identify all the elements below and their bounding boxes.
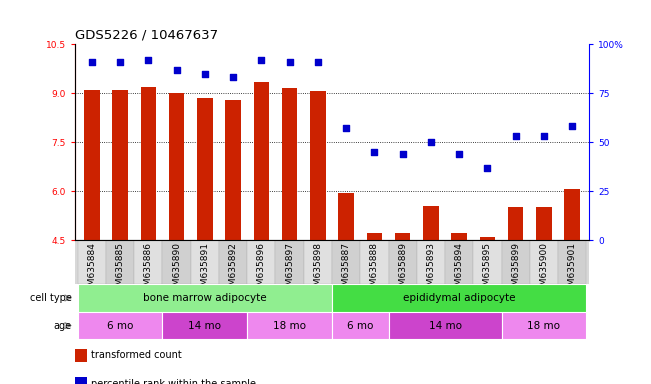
Text: age: age bbox=[53, 321, 72, 331]
Text: GSM635896: GSM635896 bbox=[257, 242, 266, 297]
Bar bbox=[417, 240, 445, 284]
Text: 18 mo: 18 mo bbox=[527, 321, 561, 331]
Point bbox=[143, 57, 154, 63]
Bar bbox=[389, 312, 501, 339]
Bar bbox=[134, 240, 163, 284]
Bar bbox=[163, 240, 191, 284]
Bar bbox=[389, 240, 417, 284]
Text: epididymal adipocyte: epididymal adipocyte bbox=[403, 293, 516, 303]
Point bbox=[312, 59, 323, 65]
Bar bbox=[339, 193, 354, 240]
Point bbox=[228, 74, 238, 81]
Bar bbox=[508, 207, 523, 240]
Bar bbox=[304, 240, 332, 284]
Text: GSM635894: GSM635894 bbox=[454, 242, 464, 297]
Text: GSM635898: GSM635898 bbox=[313, 242, 322, 297]
Bar bbox=[360, 240, 389, 284]
Point bbox=[200, 71, 210, 77]
Point bbox=[256, 57, 266, 63]
Point bbox=[284, 59, 295, 65]
Bar bbox=[530, 240, 558, 284]
Bar bbox=[77, 312, 163, 339]
Bar bbox=[501, 312, 587, 339]
Text: GSM635885: GSM635885 bbox=[116, 242, 124, 297]
Text: GSM635897: GSM635897 bbox=[285, 242, 294, 297]
Bar bbox=[451, 233, 467, 240]
Text: GSM635901: GSM635901 bbox=[568, 242, 577, 297]
Bar bbox=[197, 98, 213, 240]
Text: GSM635892: GSM635892 bbox=[229, 242, 238, 297]
Bar bbox=[332, 240, 360, 284]
Bar bbox=[113, 90, 128, 240]
Bar bbox=[141, 87, 156, 240]
Text: GSM635887: GSM635887 bbox=[342, 242, 351, 297]
Text: 14 mo: 14 mo bbox=[428, 321, 462, 331]
Text: GSM635886: GSM635886 bbox=[144, 242, 153, 297]
Bar bbox=[106, 240, 134, 284]
Point bbox=[115, 59, 125, 65]
Point bbox=[454, 151, 464, 157]
Point bbox=[87, 59, 97, 65]
Text: GSM635900: GSM635900 bbox=[540, 242, 548, 297]
Text: cell type: cell type bbox=[30, 293, 72, 303]
Bar bbox=[558, 240, 587, 284]
Bar bbox=[332, 284, 587, 312]
Text: transformed count: transformed count bbox=[91, 350, 182, 360]
Bar bbox=[254, 82, 269, 240]
Text: bone marrow adipocyte: bone marrow adipocyte bbox=[143, 293, 267, 303]
Bar bbox=[536, 207, 551, 240]
Point bbox=[171, 66, 182, 73]
Bar bbox=[84, 90, 100, 240]
Bar bbox=[310, 91, 326, 240]
Point bbox=[341, 125, 352, 131]
Point bbox=[482, 164, 493, 170]
Bar bbox=[480, 237, 495, 240]
Bar bbox=[247, 240, 275, 284]
Bar bbox=[423, 206, 439, 240]
Bar bbox=[395, 233, 410, 240]
Bar bbox=[219, 240, 247, 284]
Bar bbox=[191, 240, 219, 284]
Text: GSM635889: GSM635889 bbox=[398, 242, 407, 297]
Text: GDS5226 / 10467637: GDS5226 / 10467637 bbox=[75, 28, 218, 41]
Point bbox=[426, 139, 436, 145]
Bar bbox=[275, 240, 304, 284]
Point bbox=[369, 149, 380, 155]
Bar bbox=[445, 240, 473, 284]
Text: percentile rank within the sample: percentile rank within the sample bbox=[91, 379, 256, 384]
Bar bbox=[501, 240, 530, 284]
Bar bbox=[225, 100, 241, 240]
Bar bbox=[169, 93, 184, 240]
Bar bbox=[473, 240, 501, 284]
Point bbox=[510, 133, 521, 139]
Bar bbox=[332, 312, 389, 339]
Point bbox=[567, 123, 577, 129]
Bar bbox=[247, 312, 332, 339]
Text: GSM635893: GSM635893 bbox=[426, 242, 436, 297]
Text: GSM635890: GSM635890 bbox=[172, 242, 181, 297]
Text: 18 mo: 18 mo bbox=[273, 321, 306, 331]
Text: 14 mo: 14 mo bbox=[188, 321, 221, 331]
Bar bbox=[564, 189, 580, 240]
Text: GSM635895: GSM635895 bbox=[483, 242, 492, 297]
Bar bbox=[367, 233, 382, 240]
Text: GSM635891: GSM635891 bbox=[201, 242, 210, 297]
Text: GSM635899: GSM635899 bbox=[511, 242, 520, 297]
Bar bbox=[77, 284, 332, 312]
Text: 6 mo: 6 mo bbox=[107, 321, 133, 331]
Text: GSM635888: GSM635888 bbox=[370, 242, 379, 297]
Bar bbox=[282, 88, 298, 240]
Bar bbox=[77, 240, 106, 284]
Bar bbox=[163, 312, 247, 339]
Text: GSM635884: GSM635884 bbox=[87, 242, 96, 297]
Point bbox=[539, 133, 549, 139]
Text: 6 mo: 6 mo bbox=[347, 321, 374, 331]
Point bbox=[398, 151, 408, 157]
